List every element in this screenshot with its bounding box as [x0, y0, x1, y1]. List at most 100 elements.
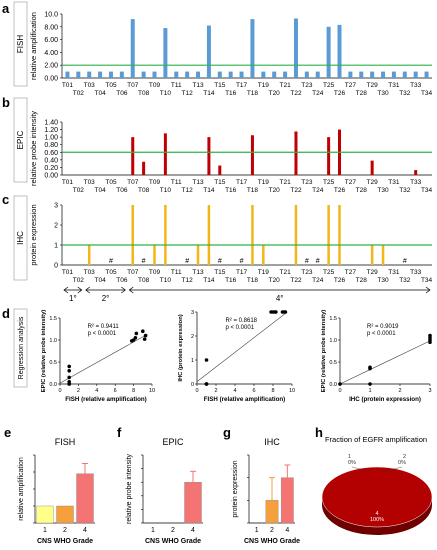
- epic-bar: [163, 133, 167, 175]
- ihc-xtick-label: T01: [62, 269, 74, 276]
- ihc-grade-xtick-label: 4: [285, 527, 289, 534]
- fish-bar: [315, 71, 320, 78]
- reg-fish-epic-point: [129, 339, 134, 343]
- ihc-bar: [294, 205, 298, 265]
- epic-xtick-label: T12: [182, 187, 194, 194]
- ihc-grade-xtick-label: 1: [255, 527, 259, 534]
- fish-bar: [239, 71, 244, 78]
- side-label-ihc: IHC: [16, 231, 25, 245]
- fish-grade-xtick-label: 1: [43, 527, 47, 534]
- fish-ytick-label: 0.00: [44, 76, 58, 83]
- epic-xtick-label: T03: [84, 179, 96, 186]
- reg-fish-ihc-pvalue: p < 0.0001: [226, 325, 255, 331]
- ihc-ytick-label: 1: [54, 243, 58, 250]
- fish-ytick-label: 10.0: [44, 12, 58, 19]
- ihc-xtick-label: T07: [127, 269, 139, 276]
- fish-bar: [206, 25, 211, 78]
- side-label-regression: Regression analysis: [18, 316, 25, 379]
- epic-ytick-label: 0.20: [44, 165, 58, 172]
- reg-fish-epic-point: [67, 369, 71, 373]
- reg-ihc-epic-ytick-label: 0.5: [329, 360, 337, 366]
- epic-xtick-label: T01: [62, 179, 74, 186]
- fish-grade-chart: FISH 1 2 4 CNS WHO Grade relative amplificati…: [18, 437, 95, 545]
- reg-fish-ihc-ytick-label: 0: [191, 382, 194, 388]
- reg-fish-ihc-ytick-label: 1: [191, 358, 194, 364]
- fish-xtick-label: T14: [203, 90, 215, 97]
- ihc-bar: [207, 205, 211, 265]
- ihc-grade-title: IHC: [264, 437, 280, 447]
- ihc-grade-chart: IHC 1 2 4 CNS WHO Grade protein expression: [232, 437, 300, 545]
- reg-ihc-epic-ylabel: EPIC (relative probe intensity): [321, 310, 327, 393]
- reg-ihc-epic-ytick-label: 1.5: [329, 316, 337, 322]
- reg-fish-epic-xtick-label: 4: [95, 388, 98, 394]
- fish-xtick-label: T25: [323, 82, 335, 89]
- epic-ylabel: relative probe intensity: [29, 111, 38, 186]
- epic-xtick-label: T21: [279, 179, 291, 186]
- fish-xtick-label: T19: [258, 82, 270, 89]
- ihc-xtick-label: T25: [323, 269, 335, 276]
- epic-bar: [207, 137, 211, 175]
- fish-xtick-label: T30: [377, 90, 389, 97]
- ihc-xtick-label: T06: [116, 277, 128, 284]
- ihc-bar: [196, 245, 200, 265]
- fish-grade-xtick-label: 2: [63, 527, 67, 534]
- fish-xtick-label: T16: [225, 90, 237, 97]
- fish-ytick-label: 2.00: [44, 63, 58, 70]
- ihc-xtick-label: T30: [377, 277, 389, 284]
- epic-xtick-label: T20: [269, 187, 281, 194]
- ihc-bar: [251, 205, 254, 265]
- epic-xtick-label: T13: [192, 179, 204, 186]
- epic-xtick-label: T33: [410, 179, 422, 186]
- fish-xtick-label: T21: [279, 82, 291, 89]
- fish-xtick-label: T34: [421, 90, 433, 97]
- reg-ihc-epic-ytick-label: 1.0: [329, 338, 337, 344]
- fish-xtick-label: T05: [105, 82, 117, 89]
- epic-ytick-label: 0.40: [44, 157, 58, 164]
- reg-fish-epic-pvalue: p < 0.0001: [88, 331, 117, 337]
- epic-grade-xtick-label: 1: [151, 527, 155, 534]
- reg-ihc-epic-pvalue: p < 0.0001: [367, 331, 396, 337]
- reg-fish-epic-point: [67, 375, 71, 380]
- fish-bar: [304, 71, 309, 78]
- ihc-na-mark: #: [142, 258, 146, 265]
- ihc-grade-ylabel: protein expression: [232, 460, 239, 517]
- fish-ytick-label: 4.00: [44, 50, 58, 57]
- fish-xtick-label: T28: [356, 90, 368, 97]
- fish-grade-bar: [56, 505, 74, 524]
- ihc-bar: [164, 205, 167, 265]
- ihc-bar: [87, 245, 91, 265]
- ihc-grade-xlabel: CNS WHO Grade: [244, 538, 300, 545]
- ihc-xtick-label: T08: [138, 277, 150, 284]
- fish-bar: [283, 71, 288, 78]
- fish-grade-ylabel: relative amplification: [18, 457, 25, 521]
- reg-fish-epic-ytick-label: 1.0: [49, 338, 57, 344]
- fish-grade-bar: [76, 473, 94, 524]
- epic-xtick-label: T11: [171, 179, 182, 186]
- epic-ytick-label: 0.60: [44, 150, 58, 157]
- reg-ihc-epic-point: [428, 340, 432, 345]
- reg-fish-ihc-xtick-label: 10: [289, 388, 295, 394]
- epic-xtick-label: T29: [367, 179, 379, 186]
- epic-xtick-label: T04: [94, 187, 106, 194]
- fish-xtick-label: T17: [236, 82, 248, 89]
- side-box-d: [13, 308, 28, 388]
- ihc-grade-xtick-label: 2: [270, 527, 274, 534]
- ihc-xtick-label: T34: [421, 277, 433, 284]
- panel-letter-g: g: [223, 425, 231, 440]
- fish-grade-xlabel: CNS WHO Grade: [37, 538, 93, 545]
- fish-xtick-label: T29: [367, 82, 379, 89]
- fish-xtick-label: T23: [301, 82, 313, 89]
- reg-fish-epic-point: [143, 333, 148, 338]
- ihc-xtick-label: T22: [290, 277, 302, 284]
- side-box-a: [13, 1, 28, 87]
- grade-brackets: 1° 2° 4°: [63, 286, 431, 303]
- reg-fish-epic-point: [67, 364, 71, 369]
- fish-bar: [413, 71, 418, 78]
- epic-chart: relative probe intensity 0.000.200.400.60…: [29, 111, 433, 194]
- ihc-xtick-label: T28: [356, 277, 368, 284]
- side-label-fish: FISH: [16, 35, 25, 53]
- fish-chart: relative amplification 0.00 2.00 4.00 6.00 8.…: [29, 12, 433, 98]
- fish-xtick-label: T22: [290, 90, 302, 97]
